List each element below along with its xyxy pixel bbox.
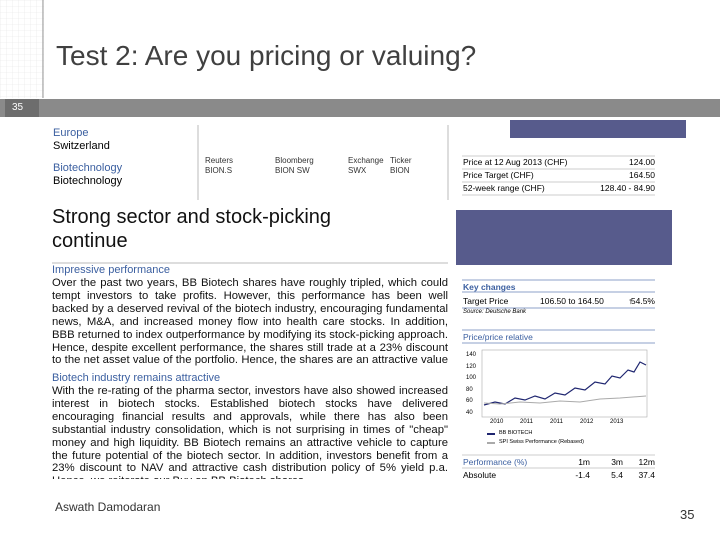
y-tick-label: 140 xyxy=(466,352,477,358)
paragraph: With the re-rating of the pharma sector,… xyxy=(52,385,448,479)
chart-title: Price/price relative xyxy=(463,332,533,342)
x-tick-label: 2012 xyxy=(580,419,594,425)
perf-cell: 37.4 xyxy=(638,470,655,480)
y-tick-label: 40 xyxy=(466,409,473,416)
sector: Biotechnology xyxy=(53,162,123,174)
blue-block xyxy=(510,120,686,138)
price-value: 164.50 xyxy=(629,170,655,180)
code-header: Reuters xyxy=(205,156,234,165)
paragraph: Over the past two years, BB Biotech shar… xyxy=(52,277,448,368)
code-value: BION xyxy=(390,166,410,175)
footer: Aswath Damodaran xyxy=(55,500,161,514)
key-changes-heading: Key changes xyxy=(463,282,516,292)
price-label: Price Target (CHF) xyxy=(463,170,534,180)
legend-entry: BB BIOTECH xyxy=(499,430,533,436)
perf-header: 12m xyxy=(638,457,655,467)
perf-header: Performance (%) xyxy=(463,457,528,467)
chart-frame xyxy=(481,349,648,418)
price-value: 128.40 - 84.90 xyxy=(600,183,655,193)
key-change-cell: 106.50 to 164.50 xyxy=(540,296,604,306)
country: Switzerland xyxy=(53,140,110,152)
y-tick-label: 100 xyxy=(466,375,477,381)
blue-block xyxy=(456,210,672,265)
key-change-cell: 54.5% xyxy=(630,296,655,306)
region: Europe xyxy=(53,127,89,139)
perf-cell: -1.4 xyxy=(575,470,590,480)
code-header: Ticker xyxy=(390,156,412,165)
y-tick-label: 60 xyxy=(466,398,473,404)
section-heading: Impressive performance xyxy=(52,264,170,276)
section-heading: Biotech industry remains attractive xyxy=(52,372,221,384)
legend-entry: SPI Swiss Performance (Rebased) xyxy=(499,439,584,445)
price-line xyxy=(483,361,647,406)
perf-header: 1m xyxy=(578,457,590,467)
x-tick-label: 2011 xyxy=(520,419,533,425)
price-label: Price at 12 Aug 2013 (CHF) xyxy=(463,157,568,167)
x-tick-label: 2010 xyxy=(490,419,504,425)
perf-cell: 5.4 xyxy=(611,470,623,480)
source: Source: Deutsche Bank xyxy=(463,309,527,315)
code-header: Exchange xyxy=(348,156,384,165)
slide-title: Test 2: Are you pricing or valuing? xyxy=(56,40,477,71)
code-header: Bloomberg xyxy=(275,156,314,165)
price-value: 124.00 xyxy=(629,157,655,167)
y-tick-label: 120 xyxy=(466,363,477,370)
code-value: BION.S xyxy=(205,166,233,175)
perf-cell: Absolute xyxy=(463,470,497,480)
code-value: SWX xyxy=(348,166,367,175)
slide-number-tab: 35 xyxy=(12,102,24,113)
grid-pattern xyxy=(0,0,44,98)
number-tab xyxy=(5,99,39,117)
headline: Strong sector and stock-picking continue xyxy=(52,206,332,252)
x-tick-label: 2011 xyxy=(550,419,563,425)
key-change-cell: Target Price xyxy=(463,296,509,306)
title-bar xyxy=(0,99,720,117)
industry: Biotechnology xyxy=(53,175,123,187)
code-value: BION SW xyxy=(275,166,310,175)
page-number: 35 xyxy=(680,507,695,522)
y-tick-label: 80 xyxy=(466,386,473,393)
perf-header: 3m xyxy=(611,457,623,467)
x-tick-label: 2013 xyxy=(610,419,624,425)
index-line xyxy=(483,395,647,405)
key-change-cell: ↑ xyxy=(628,296,633,306)
price-label: 52-week range (CHF) xyxy=(463,183,545,193)
